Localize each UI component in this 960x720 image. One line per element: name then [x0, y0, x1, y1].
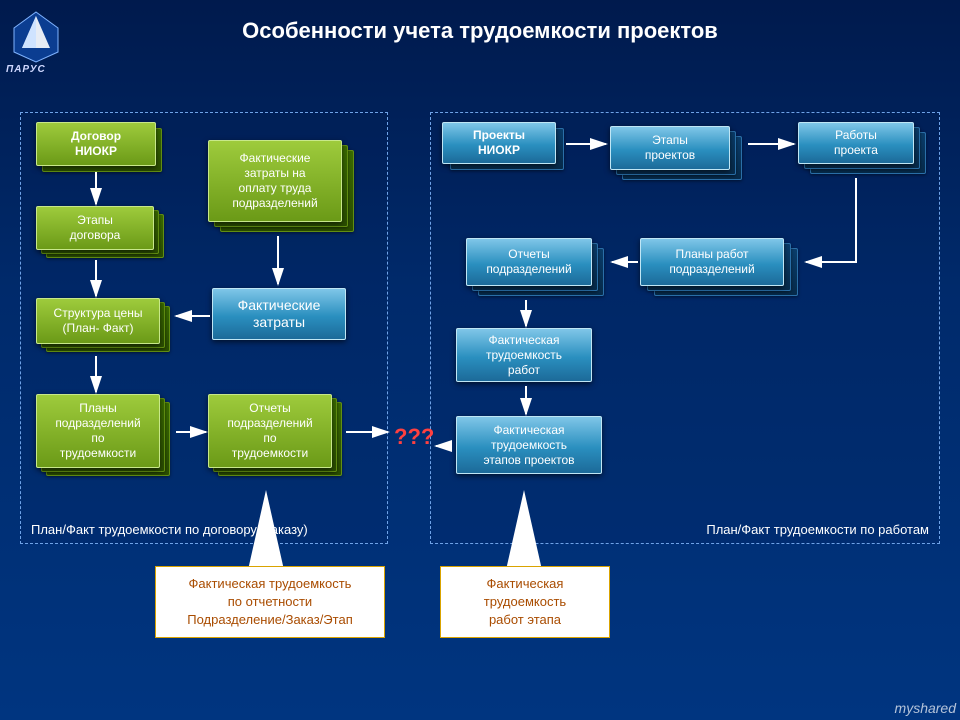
node-proekty: ПроектыНИОКР	[442, 122, 568, 174]
watermark: myshared	[895, 700, 956, 716]
node-fakt-zatraty: Фактическиезатраты	[212, 288, 350, 344]
panel-right-caption: План/Факт трудоемкости по работам	[706, 522, 929, 537]
callout-left-pointer	[248, 490, 284, 570]
logo-text: ПАРУС	[6, 64, 46, 75]
node-fakt-trud-etap: Фактическаятрудоемкостьэтапов проектов	[456, 416, 606, 478]
node-plany-rabot: Планы работподразделений	[640, 238, 804, 300]
node-otch-podr: Отчетыподразделений	[466, 238, 610, 300]
node-raboty-proj: Работыпроекта	[798, 122, 932, 178]
node-struct-tseny: Структура цены(План- Факт)	[36, 298, 174, 358]
node-otch-trud: Отчетыподразделенийпотрудоемкости	[208, 394, 348, 480]
node-fakt-trud-rab: Фактическаятрудоемкостьработ	[456, 328, 596, 386]
node-dogovor: ДоговорНИОКР	[36, 122, 162, 172]
callout-left: Фактическая трудоемкостьпо отчетностиПод…	[155, 566, 385, 638]
callout-right: Фактическаятрудоемкостьработ этапа	[440, 566, 610, 638]
node-plany-trud: Планыподразделенийпотрудоемкости	[36, 394, 176, 480]
page-title: Особенности учета трудоемкости проектов	[0, 18, 960, 44]
callout-right-pointer	[506, 490, 542, 570]
node-fakt-zatr-opl: Фактическиезатраты наоплату трудаподразд…	[208, 140, 358, 236]
question-mark: ???	[394, 424, 434, 450]
node-etapy-proj: Этапыпроектов	[610, 126, 748, 184]
node-etapy-dog: Этапыдоговора	[36, 206, 168, 262]
